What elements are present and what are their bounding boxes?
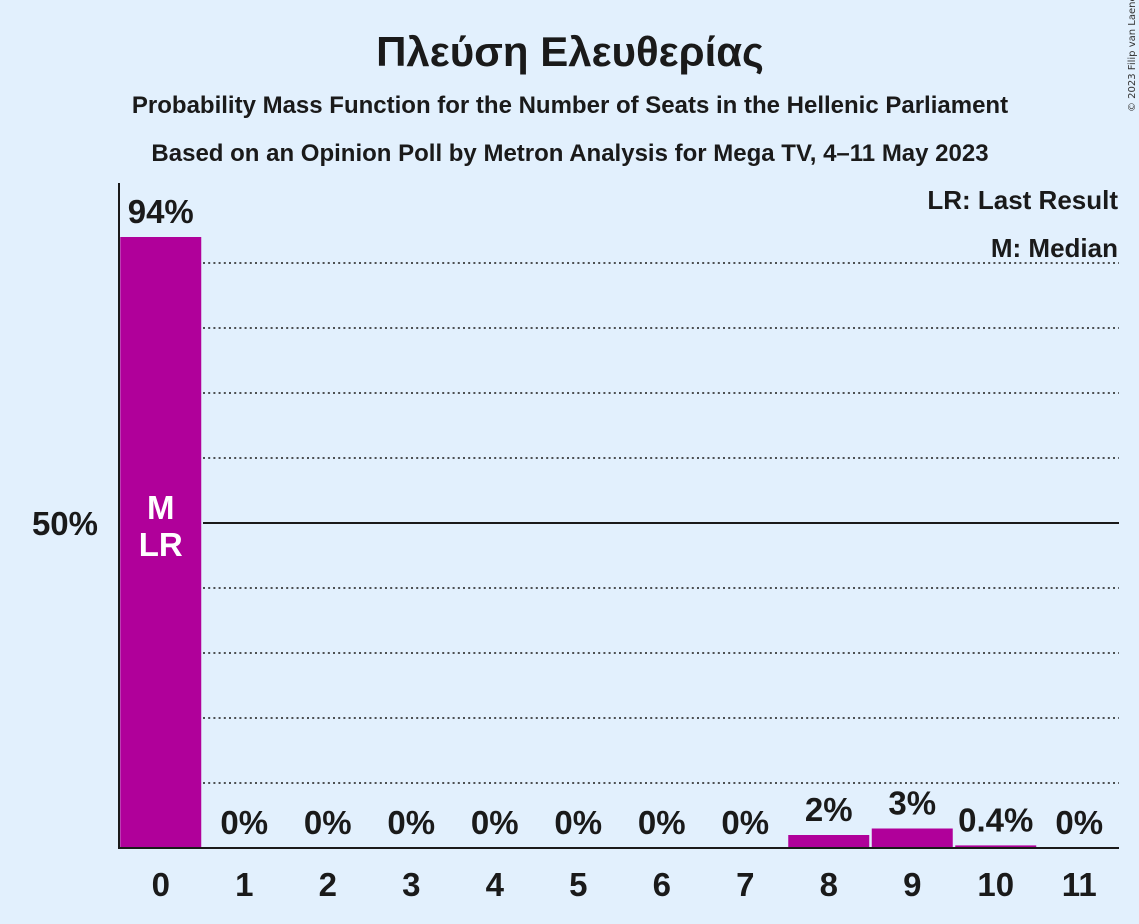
x-tick-1: 1	[235, 866, 253, 903]
x-tick-6: 6	[653, 866, 671, 903]
chart-subtitle-2: Based on an Opinion Poll by Metron Analy…	[151, 140, 988, 167]
chart-title: Πλεύση Ελευθερίας	[376, 28, 764, 75]
x-tick-3: 3	[402, 866, 420, 903]
data-label-6: 0%	[638, 804, 686, 841]
y-tick-label: 50%	[32, 505, 98, 542]
chart-subtitle: Probability Mass Function for the Number…	[132, 92, 1008, 119]
x-tick-0: 0	[152, 866, 170, 903]
data-label-7: 0%	[721, 804, 769, 841]
bar-annotation-m: M	[147, 489, 175, 526]
x-tick-4: 4	[486, 866, 505, 903]
x-axis-ticks: 0 1 2 3 4 5 6 7 8 9 10 11	[152, 866, 1097, 903]
x-tick-5: 5	[569, 866, 587, 903]
data-label-4: 0%	[471, 804, 519, 841]
x-tick-9: 9	[903, 866, 921, 903]
x-tick-2: 2	[319, 866, 337, 903]
data-label-2: 0%	[304, 804, 352, 841]
data-label-1: 0%	[220, 804, 268, 841]
data-label-8: 2%	[805, 791, 853, 828]
x-tick-8: 8	[820, 866, 838, 903]
bar-annotation-lr: LR	[139, 526, 183, 563]
legend-last-result: LR: Last Result	[927, 185, 1118, 215]
bar-0	[120, 237, 202, 848]
data-label-9: 3%	[888, 785, 936, 822]
legend-median: M: Median	[991, 233, 1118, 263]
data-label-0: 94%	[128, 193, 194, 230]
data-label-10: 0.4%	[958, 801, 1033, 838]
bar-10	[955, 845, 1037, 848]
copyright-note: © 2023 Filip van Laenen	[1127, 0, 1138, 112]
data-label-3: 0%	[387, 804, 435, 841]
bar-9	[871, 828, 953, 848]
bars	[120, 237, 1037, 848]
data-label-11: 0%	[1055, 804, 1103, 841]
gridlines	[203, 262, 1119, 784]
x-tick-10: 10	[977, 866, 1014, 903]
bar-8	[788, 835, 870, 848]
data-label-5: 0%	[554, 804, 602, 841]
x-tick-11: 11	[1062, 866, 1097, 903]
data-labels: 94% 0% 0% 0% 0% 0% 0% 0% 2% 3% 0.4% 0% MLR	[128, 193, 1103, 841]
x-tick-7: 7	[736, 866, 754, 903]
